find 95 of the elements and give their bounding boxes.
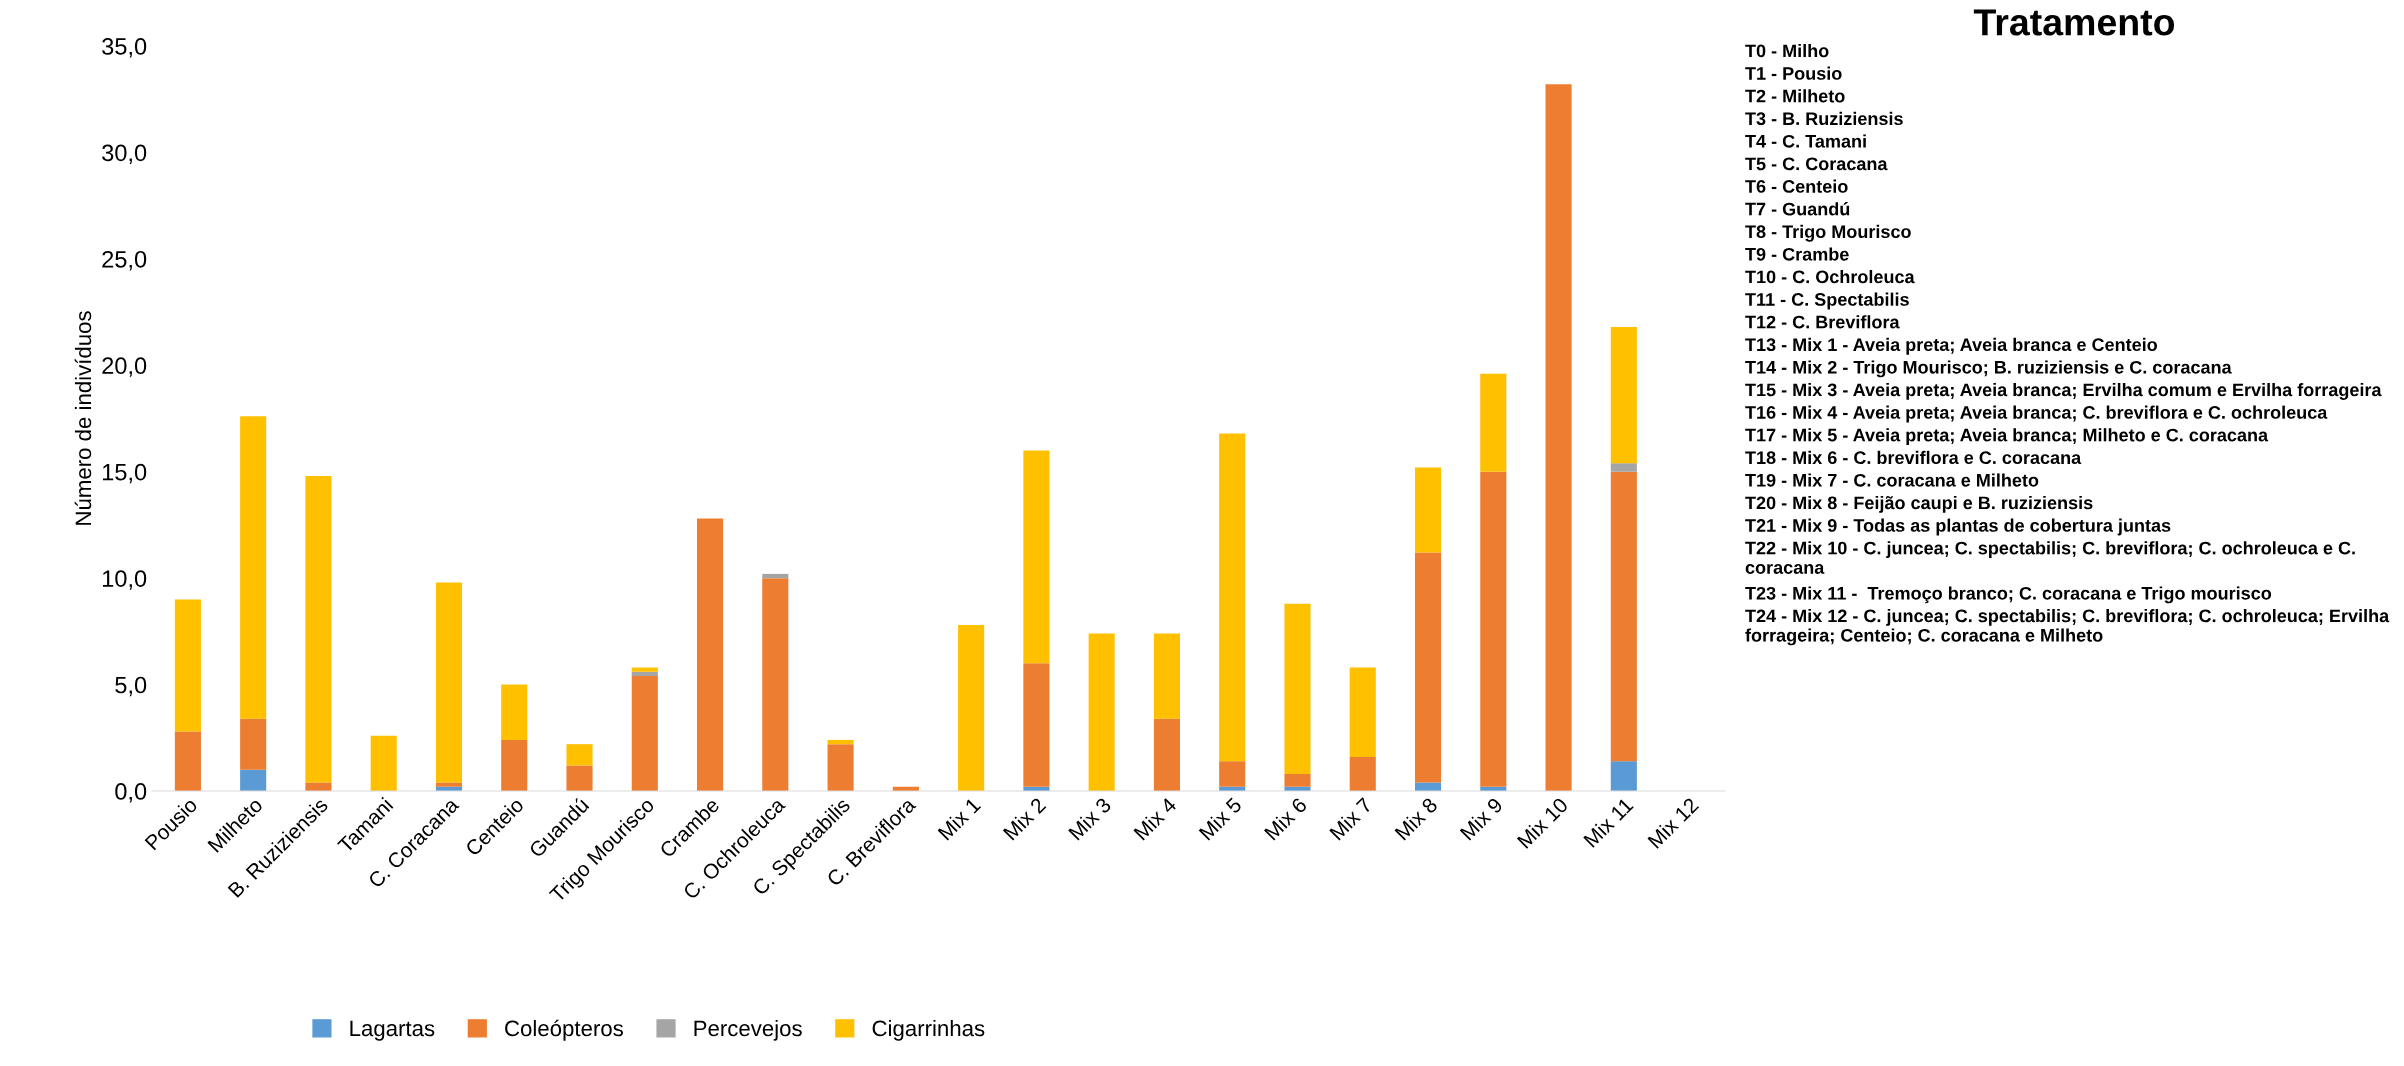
text: T9 - Crambe <box>1745 247 1849 261</box>
bar <box>1610 471 1637 762</box>
bar <box>305 475 332 783</box>
y-tick-label: 0,0 <box>115 783 147 803</box>
text: T14 - Mix 2 - Trigo Mourisco; B. ruziziensis e C. coracana <box>1745 360 2232 378</box>
text: T7 - Guandú <box>1745 202 1850 216</box>
bar <box>1219 433 1246 762</box>
bar <box>240 769 267 791</box>
text: T24 - Mix 12 - C. juncea; C. spectabilis; C. breviflora; C. ochroleuca; Ervilha forrageira; Centeio; C. coracana e Milheto <box>1745 609 2390 646</box>
bar <box>762 578 789 791</box>
x-tick-label: Mix 1 <box>937 796 982 841</box>
bar <box>1414 467 1442 553</box>
bar <box>1023 450 1050 664</box>
text: T3 - B. Ruziziensis <box>1745 111 1903 126</box>
x-tick-label: Mix 3 <box>1067 796 1112 841</box>
bar <box>566 744 593 766</box>
text: T19 - Mix 7 - C. coracana e Milheto <box>1745 473 2039 487</box>
x-tick-label: Mix 10 <box>1516 796 1569 849</box>
bar <box>762 573 789 579</box>
text: T8 - Trigo Mourisco <box>1745 224 1911 242</box>
bar <box>631 676 658 791</box>
bar <box>174 731 201 791</box>
x-tick-label: Mix 9 <box>1459 796 1504 841</box>
bar <box>566 765 593 791</box>
legend-label: Cigarrinhas <box>872 1019 985 1041</box>
x-tick-label: Mix 7 <box>1328 796 1373 841</box>
bar <box>631 667 658 672</box>
text: T15 - Mix 3 - Aveia preta; Aveia branca; Ervilha comum e Ervilha forrageira <box>1745 383 2382 400</box>
x-tick-label: Mix 6 <box>1263 796 1308 841</box>
bar <box>697 518 724 791</box>
text: T22 - Mix 10 - C. juncea; C. spectabilis; C. breviflora; C. ochroleuca e C. coracana <box>1745 541 2355 574</box>
bar <box>240 718 267 770</box>
bar <box>1480 373 1507 472</box>
bar <box>1545 84 1572 791</box>
bar <box>501 739 528 791</box>
bar <box>827 739 854 745</box>
bar <box>240 416 267 719</box>
bar <box>1610 761 1637 791</box>
text: T21 - Mix 9 - Todas as plantas de cobertura juntas <box>1745 518 2171 536</box>
bar <box>370 735 397 791</box>
bar <box>1219 761 1246 787</box>
bar <box>1610 326 1637 464</box>
x-tick-label: Mix 4 <box>1132 796 1178 841</box>
bar <box>1414 782 1442 791</box>
bar <box>1349 667 1376 757</box>
bar <box>1023 663 1050 787</box>
text: T2 - Milheto <box>1745 89 1845 103</box>
text: T13 - Mix 1 - Aveia preta; Aveia branca e Centeio <box>1745 337 2158 355</box>
y-tick-label: 35,0 <box>102 38 147 58</box>
y-tick-label: 20,0 <box>102 357 147 377</box>
bar <box>501 684 528 740</box>
text: T5 - C. Coracana <box>1745 157 1888 171</box>
text: T1 - Pousio <box>1745 66 1842 80</box>
y-tick-label: 15,0 <box>102 463 147 484</box>
y-tick-label: 30,0 <box>102 144 147 165</box>
bar <box>827 744 854 791</box>
text: T0 - Milho <box>1745 44 1829 58</box>
bar <box>174 599 201 732</box>
text: T12 - C. Breviflora <box>1745 315 1900 329</box>
bar <box>435 582 463 783</box>
bar <box>1284 773 1311 787</box>
bar <box>435 782 463 787</box>
y-tick-label: 10,0 <box>102 570 147 590</box>
text: T16 - Mix 4 - Aveia preta; Aveia branca; C. breviflora e C. ochroleuca <box>1745 405 2328 423</box>
text: Tratamento <box>1973 9 2175 36</box>
x-tick-label: Mix 5 <box>1198 796 1243 841</box>
bar <box>1349 756 1376 791</box>
bar <box>1153 633 1180 719</box>
text: T17 - Mix 5 - Aveia preta; Aveia branca; Milheto e C. coracana <box>1745 428 2269 446</box>
legend-label: Lagartas <box>350 1020 435 1041</box>
y-tick-label: 5,0 <box>115 676 147 697</box>
x-tick-label: Mix 11 <box>1582 796 1634 848</box>
legend-label: Coleópteros <box>505 1019 623 1041</box>
x-tick-label: Mix 12 <box>1646 796 1700 849</box>
x-tick-label: Mix 2 <box>1002 796 1047 841</box>
text: T4 - C. Tamani <box>1745 134 1866 148</box>
y-tick-label: 25,0 <box>102 250 147 271</box>
y-axis-title: Número de indivíduos <box>74 311 92 525</box>
bar <box>1088 633 1115 791</box>
text: T11 - C. Spectabilis <box>1745 292 1909 310</box>
x-tick-label: Mix 8 <box>1394 796 1439 841</box>
bar <box>1610 463 1637 472</box>
text: T18 - Mix 6 - C. breviflora e C. coracana <box>1745 450 2082 465</box>
legend-label: Percevejos <box>694 1019 802 1041</box>
text: T10 - C. Ochroleuca <box>1745 270 1915 284</box>
bar <box>305 782 332 791</box>
bar <box>631 671 658 677</box>
text: T6 - Centeio <box>1745 179 1848 193</box>
bar <box>1284 603 1311 774</box>
bar <box>1153 718 1180 791</box>
bar <box>958 624 985 791</box>
bar <box>1480 471 1507 787</box>
bar <box>1414 552 1442 783</box>
text: T23 - Mix 11 - Tremoço branco; C. coracana e Trigo mourisco <box>1745 586 2272 604</box>
text: T20 - Mix 8 - Feijão caupi e B. ruziziensis <box>1745 496 2093 513</box>
